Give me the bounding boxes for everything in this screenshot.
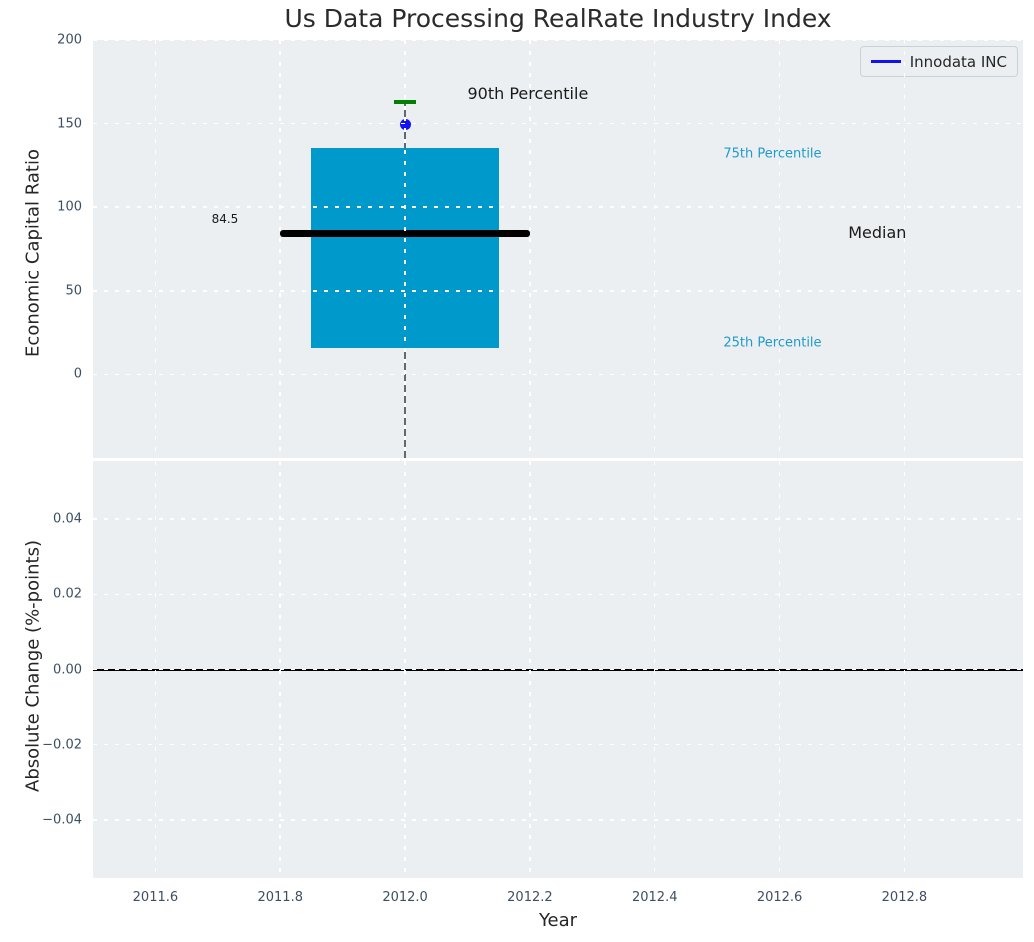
xtick-label: 2011.8 [257,890,303,905]
gridline-horizontal [93,206,1023,208]
gridline-vertical [529,40,531,458]
ytick-label-bottom: 0.04 [53,511,82,527]
ytick-label-top: 100 [57,199,82,215]
gridline-horizontal [93,518,1023,520]
xtick-label: 2012.2 [507,890,553,905]
annotation-75th-percentile: 75th Percentile [723,146,822,162]
ytick-label-top: 150 [57,116,82,132]
ytick-label-bottom: 0.00 [53,662,82,677]
ytick-label-bottom: 0.02 [53,586,82,602]
annotation-median: Median [848,223,907,243]
gridline-vertical [279,40,281,458]
ytick-label-top: 50 [65,283,82,299]
ytick-label-top: 200 [57,32,82,48]
legend[interactable]: Innodata INC [859,46,1018,77]
gridline-vertical [778,40,781,458]
ylabel-economic-capital-ratio: Economic Capital Ratio [22,149,44,357]
xtick-label: 2012.8 [881,890,928,905]
axes-economic-capital-ratio: Innodata INC 90th Percentile 75th Percent… [93,40,1023,458]
gridline-vertical [653,40,656,458]
xlabel-year: Year [538,910,578,931]
xtick-label: 2012.0 [382,890,428,905]
gridline-horizontal [93,40,1023,41]
gridline-horizontal [93,290,1023,292]
chart-title: Us Data Processing RealRate Industry Ind… [284,4,832,33]
gridline-horizontal [93,819,1023,821]
annotation-25th-percentile: 25th Percentile [723,335,822,351]
ytick-label-bottom: −0.02 [42,737,82,753]
axes-absolute-change [93,461,1023,878]
xtick-label: 2011.6 [132,890,179,905]
annotation-90th-percentile: 90th Percentile [467,83,589,103]
gridline-horizontal [93,122,1023,125]
gridline-horizontal [93,743,1023,746]
legend-line-sample [870,60,901,63]
gridline-horizontal [93,593,1023,596]
ytick-label-bottom: −0.04 [42,812,82,828]
gridline-vertical [154,40,157,458]
gridline-vertical [903,40,906,458]
xtick-label: 2012.4 [631,890,678,905]
annotation-84-5: 84.5 [211,211,239,226]
xtick-label: 2012.6 [756,890,803,905]
ytick-label-top: 0 [73,366,82,382]
legend-label: Innodata INC [909,52,1007,71]
gridline-horizontal [93,373,1023,376]
gridline-vertical [404,40,406,458]
gridline-horizontal [93,668,1023,671]
